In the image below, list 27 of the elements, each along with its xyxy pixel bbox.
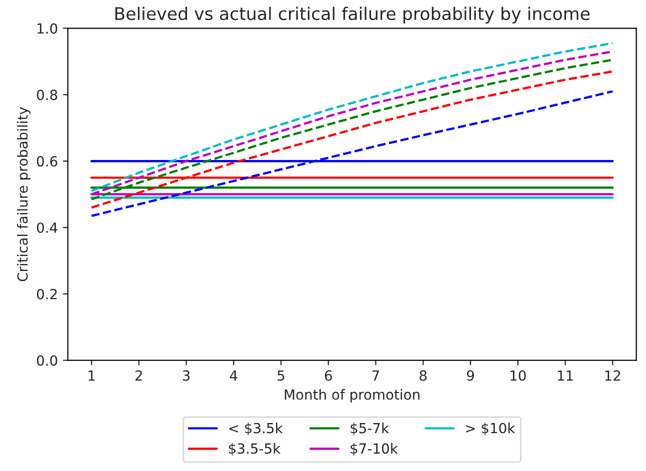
legend-label: $5-7k bbox=[350, 422, 390, 436]
x-tick-label: 1 bbox=[88, 370, 95, 381]
x-axis-title: Month of promotion bbox=[284, 389, 420, 402]
y-tick-label: 0.4 bbox=[36, 222, 58, 233]
y-tick-label: 0.8 bbox=[36, 90, 58, 100]
x-tick-label: 6 bbox=[324, 370, 332, 381]
x-tick-label: 2 bbox=[135, 370, 142, 381]
x-tick-label: 7 bbox=[372, 370, 379, 381]
y-tick-label: 0.2 bbox=[36, 288, 57, 300]
x-tick-label: 5 bbox=[278, 370, 284, 381]
legend-label: $7-10k bbox=[350, 443, 398, 456]
line-series bbox=[90, 90, 614, 217]
x-tick-label: 4 bbox=[230, 370, 238, 381]
x-tick-label: 12 bbox=[605, 370, 620, 381]
x-tick-label: 10 bbox=[510, 370, 526, 381]
x-tick-label: 9 bbox=[466, 370, 474, 381]
y-tick-label: 0.0 bbox=[36, 355, 58, 366]
x-tick-label: 8 bbox=[420, 370, 427, 381]
legend-label: $3.5-5k bbox=[228, 443, 281, 456]
chart-title: Believed vs actual critical failure probability by income bbox=[115, 6, 590, 24]
y-tick-label: 1.0 bbox=[38, 23, 58, 34]
legend-label: < $3.5k bbox=[229, 422, 283, 436]
legend-label: > $10k bbox=[466, 422, 516, 436]
y-axis-title: Critical failure probability bbox=[17, 107, 30, 282]
y-tick-label: 0.6 bbox=[36, 156, 58, 167]
x-tick-label: 11 bbox=[558, 370, 573, 381]
x-tick-label: 3 bbox=[182, 370, 190, 381]
